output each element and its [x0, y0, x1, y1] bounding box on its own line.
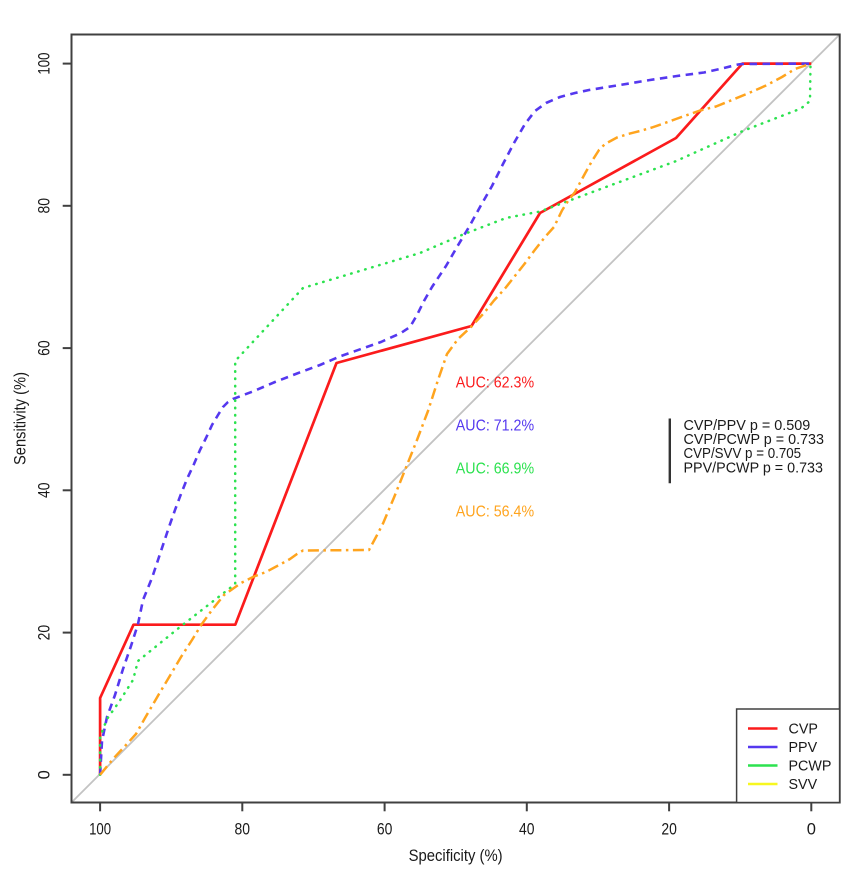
svg-text:100: 100 — [36, 53, 54, 75]
svg-text:AUC: 71.2%: AUC: 71.2% — [456, 417, 534, 434]
svg-text:CVP/PCWP p = 0.733: CVP/PCWP p = 0.733 — [684, 432, 825, 448]
svg-text:PPV/PCWP p = 0.733: PPV/PCWP p = 0.733 — [684, 460, 824, 476]
svg-text:20: 20 — [661, 821, 677, 839]
svg-text:AUC: 66.9%: AUC: 66.9% — [456, 460, 534, 477]
svg-text:Sensitivity (%): Sensitivity (%) — [12, 372, 30, 465]
svg-text:100: 100 — [89, 821, 111, 839]
svg-text:CVP: CVP — [789, 721, 818, 737]
svg-text:80: 80 — [36, 198, 54, 214]
svg-text:Specificity (%): Specificity (%) — [409, 847, 503, 865]
svg-text:60: 60 — [377, 821, 393, 839]
svg-text:80: 80 — [235, 821, 251, 839]
svg-text:PCWP: PCWP — [789, 758, 832, 774]
svg-text:0: 0 — [807, 821, 816, 839]
svg-text:40: 40 — [519, 821, 535, 839]
svg-text:PPV: PPV — [789, 740, 818, 756]
svg-text:AUC: 56.4%: AUC: 56.4% — [456, 503, 534, 520]
svg-text:CVP/PPV p = 0.509: CVP/PPV p = 0.509 — [684, 418, 811, 434]
svg-text:20: 20 — [36, 625, 54, 641]
svg-text:SVV: SVV — [789, 777, 818, 793]
svg-text:CVP/SVV p = 0.705: CVP/SVV p = 0.705 — [684, 446, 802, 462]
svg-text:40: 40 — [36, 483, 54, 499]
svg-text:0: 0 — [36, 770, 54, 779]
svg-text:60: 60 — [36, 340, 54, 356]
svg-text:AUC: 62.3%: AUC: 62.3% — [456, 374, 534, 391]
